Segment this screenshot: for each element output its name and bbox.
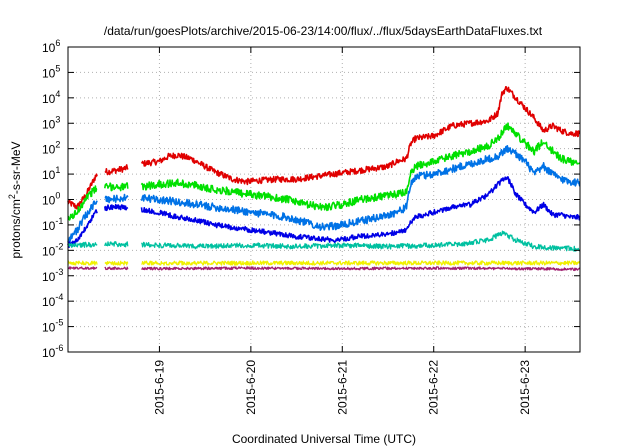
y-tick-label: 10-2	[42, 241, 63, 258]
y-axis: 10-610-510-410-310-210-11001011021031041…	[42, 38, 580, 360]
x-tick-label: 2015-6-19	[152, 360, 166, 415]
y-tick-label-base: 10	[42, 143, 56, 157]
y-tick-label-exp: 6	[55, 38, 60, 48]
y-tick-label: 106	[42, 38, 60, 55]
series-line-6	[67, 260, 581, 266]
y-tick-label-exp: -5	[55, 318, 63, 328]
data-series	[67, 86, 581, 272]
series-line-5	[67, 230, 581, 252]
y-tick-label-exp: 1	[55, 165, 60, 175]
y-tick-label: 102	[42, 140, 60, 157]
y-tick-label-base: 10	[42, 168, 56, 182]
y-tick-label: 10-6	[42, 343, 63, 360]
y-tick-label-exp: -2	[55, 241, 63, 251]
series-line-7	[67, 266, 581, 272]
x-axis-title: Coordinated Universal Time (UTC)	[232, 432, 416, 446]
y-tick-label-exp: 5	[55, 63, 60, 73]
series-line-2	[67, 122, 581, 221]
y-tick-label-base: 10	[42, 346, 56, 360]
y-axis-title-sup: 2	[7, 194, 17, 199]
x-tick-label: 2015-6-21	[335, 360, 349, 415]
y-tick-label: 10-1	[42, 216, 63, 233]
y-tick-label: 100	[42, 191, 60, 208]
y-tick-label: 104	[42, 89, 60, 106]
y-tick-label-exp: -3	[55, 267, 63, 277]
y-tick-label-exp: -1	[55, 216, 63, 226]
series-line-3	[67, 145, 581, 243]
chart-title: /data/run/goesPlots/archive/2015-06-23/1…	[104, 24, 543, 38]
y-tick-label-base: 10	[42, 194, 56, 208]
y-tick-label-exp: 2	[55, 140, 60, 150]
y-tick-label-base: 10	[42, 66, 56, 80]
y-tick-label: 103	[42, 114, 60, 131]
x-tick-label: 2015-6-20	[244, 360, 258, 415]
y-tick-label-base: 10	[42, 41, 56, 55]
y-tick-label-exp: 3	[55, 114, 60, 124]
y-tick-label: 10-3	[42, 267, 63, 284]
y-tick-label-base: 10	[42, 244, 56, 258]
y-axis-title: protons/cm2-s-sr-MeV	[7, 141, 23, 258]
y-axis-title-rest: -s-sr-MeV	[9, 141, 23, 194]
y-tick-label-base: 10	[42, 270, 56, 284]
y-tick-label: 10-4	[42, 292, 63, 309]
y-tick-label-exp: 4	[55, 89, 60, 99]
y-tick-label: 10-5	[42, 318, 63, 335]
series-line-4	[67, 176, 581, 248]
x-tick-label: 2015-6-22	[427, 360, 441, 415]
y-tick-label-exp: -6	[55, 343, 63, 353]
y-tick-label-base: 10	[42, 219, 56, 233]
y-tick-label-base: 10	[42, 321, 56, 335]
x-axis: 2015-6-19 2015-6-20 2015-6-21 2015-6-22 2015…	[152, 47, 532, 415]
x-tick-label: 2015-6-23	[518, 360, 532, 415]
y-tick-label-base: 10	[42, 295, 56, 309]
series-line-1	[67, 86, 581, 210]
y-axis-title-main: protons/cm	[9, 199, 23, 258]
y-tick-label-exp: -4	[55, 292, 63, 302]
y-tick-label-base: 10	[42, 92, 56, 106]
y-tick-label: 105	[42, 63, 60, 80]
y-tick-label-base: 10	[42, 117, 56, 131]
y-tick-label-exp: 0	[55, 191, 60, 201]
y-tick-label: 101	[42, 165, 60, 182]
